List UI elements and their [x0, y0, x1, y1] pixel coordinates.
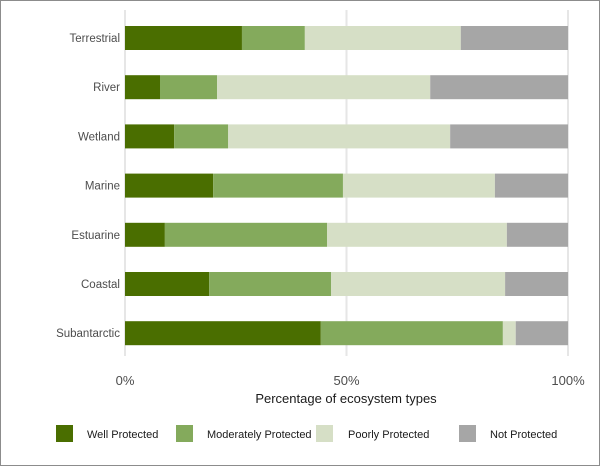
category-label: Estuarine: [71, 230, 120, 242]
x-tick-label: 0%: [116, 373, 135, 388]
bar-segment-well-protected: [125, 222, 165, 247]
bar-segment-moderately-protected: [213, 173, 343, 198]
legend-swatch: [316, 425, 333, 442]
category-label: Marine: [85, 181, 120, 193]
bar-segment-well-protected: [125, 272, 210, 296]
category-label: Terrestrial: [70, 33, 120, 45]
bar-segment-well-protected: [125, 173, 214, 198]
x-tick-label: 50%: [333, 373, 359, 388]
legend-label: Moderately Protected: [207, 429, 312, 441]
bar-segment-not-protected: [506, 222, 568, 247]
bar-segment-not-protected: [460, 26, 568, 50]
bar-segment-poorly-protected: [502, 321, 516, 346]
bar-segment-not-protected: [494, 173, 568, 198]
bar-segment-poorly-protected: [342, 173, 495, 198]
bar-segment-poorly-protected: [217, 75, 431, 100]
bar-segment-moderately-protected: [174, 124, 229, 149]
legend-swatch: [459, 425, 476, 442]
bar-segment-poorly-protected: [228, 124, 451, 149]
legend-label: Poorly Protected: [348, 429, 429, 441]
bar-segment-moderately-protected: [241, 26, 305, 50]
bar-segment-well-protected: [125, 321, 321, 346]
bar-segment-moderately-protected: [320, 321, 503, 346]
bar-segment-moderately-protected: [159, 75, 218, 100]
bar-segment-moderately-protected: [209, 272, 331, 296]
bar-segment-not-protected: [515, 321, 568, 346]
bar-segment-poorly-protected: [327, 222, 507, 247]
bar-segment-poorly-protected: [330, 272, 506, 296]
bar-segment-well-protected: [125, 75, 160, 100]
category-label: River: [93, 82, 120, 94]
legend-label: Well Protected: [87, 429, 158, 441]
bar-segment-not-protected: [450, 124, 568, 149]
x-axis-label: Percentage of ecosystem types: [255, 391, 437, 406]
category-label: Coastal: [81, 279, 120, 291]
bar-segment-not-protected: [430, 75, 568, 100]
legend-swatch: [176, 425, 193, 442]
category-label: Wetland: [78, 131, 120, 143]
category-label: Subantarctic: [56, 328, 120, 340]
legend-label: Not Protected: [490, 429, 557, 441]
bar-segment-not-protected: [505, 272, 568, 296]
x-tick-label: 100%: [551, 373, 585, 388]
bar-segment-poorly-protected: [304, 26, 461, 50]
bar-segment-moderately-protected: [164, 222, 328, 247]
bar-segment-well-protected: [125, 124, 175, 149]
legend-swatch: [56, 425, 73, 442]
bar-segment-well-protected: [125, 26, 242, 50]
